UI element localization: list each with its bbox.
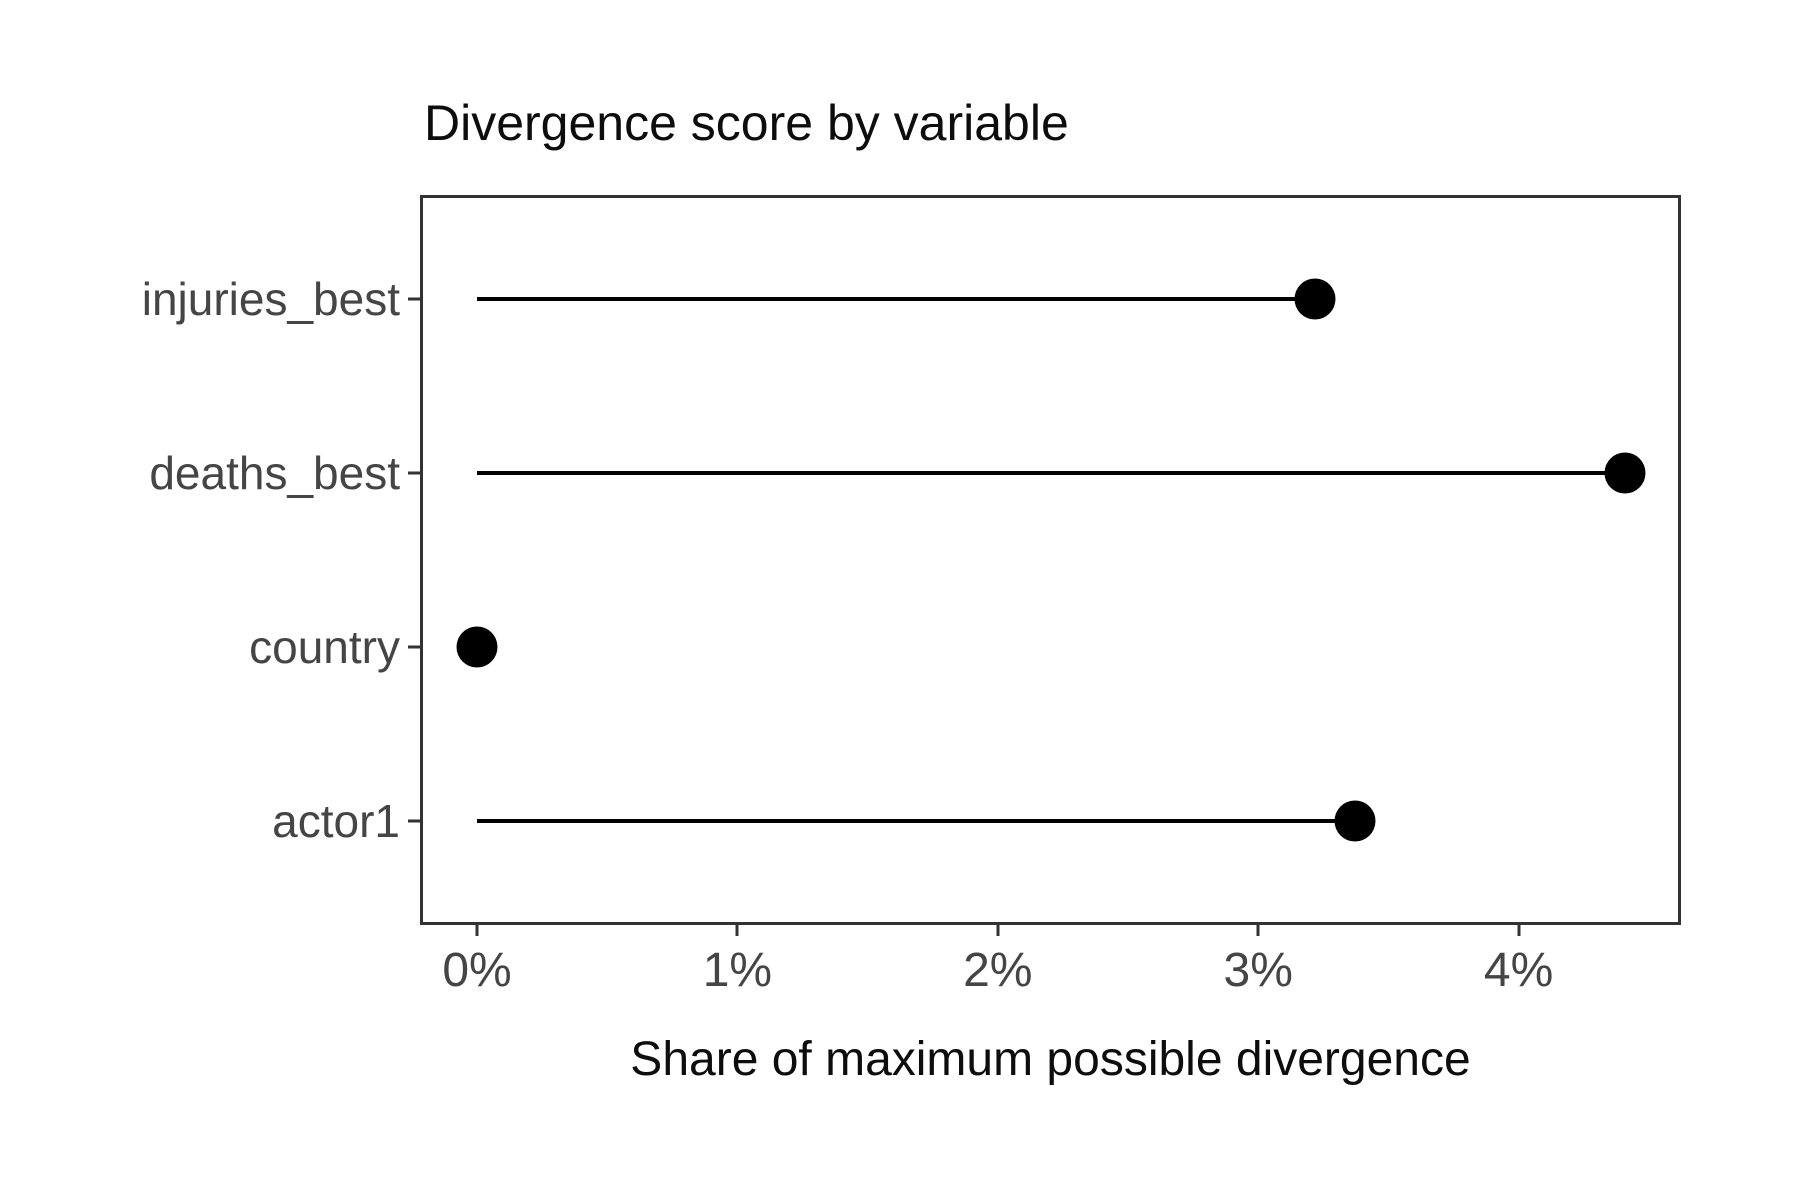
x-axis-tick xyxy=(1517,925,1521,936)
lollipop-stem-deaths_best xyxy=(477,471,1626,476)
x-axis-tick xyxy=(1256,925,1260,936)
x-axis-tick-label: 2% xyxy=(963,944,1033,997)
y-axis-label-actor1: actor1 xyxy=(272,794,400,847)
x-axis-tick-label: 0% xyxy=(442,944,512,997)
x-axis-tick-label: 1% xyxy=(702,944,773,997)
x-axis-tick xyxy=(996,925,1000,936)
x-axis-tick xyxy=(475,925,479,936)
lollipop-stem-actor1 xyxy=(477,818,1355,823)
lollipop-dot-deaths_best xyxy=(1604,452,1646,494)
y-axis-label-deaths_best: deaths_best xyxy=(149,447,400,500)
y-axis-label-country: country xyxy=(249,620,400,673)
y-axis-tick xyxy=(408,471,420,475)
y-axis-tick xyxy=(408,819,420,823)
plot-panel xyxy=(420,195,1681,925)
lollipop-stem-injuries_best xyxy=(477,297,1316,302)
lollipop-dot-country xyxy=(456,626,498,668)
x-axis-tick xyxy=(735,925,739,936)
y-axis-label-injuries_best: injuries_best xyxy=(141,273,400,326)
x-axis-title: Share of maximum possible divergence xyxy=(630,1033,1471,1086)
x-axis-tick-label: 3% xyxy=(1223,944,1293,997)
lollipop-dot-actor1 xyxy=(1334,800,1376,842)
y-axis-tick xyxy=(408,297,420,301)
lollipop-dot-injuries_best xyxy=(1294,278,1336,320)
chart-title: Divergence score by variable xyxy=(424,95,1069,151)
y-axis-tick xyxy=(408,645,420,649)
x-axis-tick-label: 4% xyxy=(1483,944,1554,997)
